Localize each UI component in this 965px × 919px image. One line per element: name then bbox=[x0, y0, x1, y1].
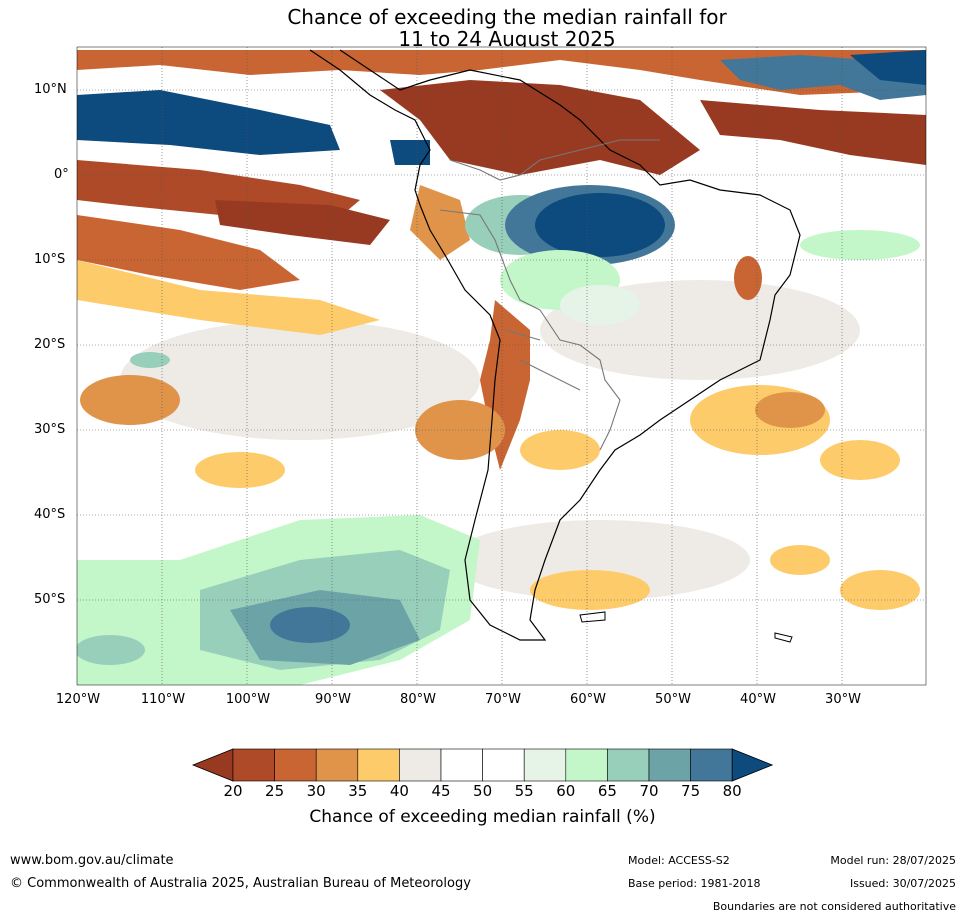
colorbar-tick-label: 35 bbox=[348, 782, 368, 800]
lat-label: 50°S bbox=[34, 592, 66, 607]
colorbar-tick-label: 20 bbox=[223, 782, 243, 800]
lon-label: 70°W bbox=[485, 692, 521, 707]
colorbar-swatch bbox=[399, 748, 442, 782]
footer-site: www.bom.gov.au/climate bbox=[10, 853, 174, 868]
lon-label: 60°W bbox=[570, 692, 606, 707]
colorbar-over-triangle bbox=[731, 748, 774, 782]
colorbar-swatch bbox=[232, 748, 275, 782]
coastline bbox=[309, 49, 801, 641]
colorbar-tick-label: 45 bbox=[431, 782, 451, 800]
colorbar-swatch bbox=[523, 748, 567, 782]
footer-boundaries: Boundaries are not considered authoritat… bbox=[712, 900, 956, 913]
lat-label: 20°S bbox=[34, 337, 66, 352]
map-field bbox=[77, 47, 926, 685]
colorbar bbox=[191, 748, 774, 782]
colorbar-tick-label: 80 bbox=[722, 782, 742, 800]
colorbar-under-triangle bbox=[191, 748, 234, 782]
colorbar-swatch bbox=[357, 748, 400, 782]
colorbar-swatch bbox=[315, 748, 359, 782]
colorbar-tick-label: 75 bbox=[681, 782, 701, 800]
footer-model-run: Model run: 28/07/2025 bbox=[830, 854, 956, 867]
colorbar-swatch bbox=[482, 748, 525, 782]
lat-label: 10°N bbox=[34, 82, 67, 97]
rainfall-map bbox=[76, 46, 927, 686]
lon-label: 30°W bbox=[825, 692, 861, 707]
lat-label: 10°S bbox=[34, 252, 66, 267]
footer-base-period: Base period: 1981-2018 bbox=[628, 877, 761, 890]
lon-label: 80°W bbox=[400, 692, 436, 707]
country-borders bbox=[439, 139, 660, 451]
colorbar-tick-label: 60 bbox=[556, 782, 576, 800]
footer-model: Model: ACCESS-S2 bbox=[628, 854, 730, 867]
colorbar-swatch bbox=[607, 748, 650, 782]
colorbar-swatch bbox=[648, 748, 691, 782]
colorbar-tick-label: 70 bbox=[639, 782, 659, 800]
lat-label: 30°S bbox=[34, 422, 66, 437]
colorbar-tick-label: 40 bbox=[389, 782, 409, 800]
lat-label: 0° bbox=[54, 167, 69, 182]
colorbar-swatch bbox=[690, 748, 733, 782]
colorbar-swatch bbox=[440, 748, 483, 782]
footer-issued: Issued: 30/07/2025 bbox=[849, 877, 956, 890]
footer-copyright: © Commonwealth of Australia 2025, Austra… bbox=[10, 876, 471, 891]
map-title-line1: Chance of exceeding the median rainfall … bbox=[287, 5, 727, 29]
lat-label: 40°S bbox=[34, 507, 66, 522]
lon-label: 90°W bbox=[315, 692, 351, 707]
colorbar-tick-label: 55 bbox=[514, 782, 534, 800]
colorbar-tick-label: 25 bbox=[265, 782, 285, 800]
colorbar-title: Chance of exceeding median rainfall (%) bbox=[309, 807, 656, 827]
colorbar-swatch bbox=[274, 748, 317, 782]
lon-label: 110°W bbox=[140, 692, 186, 707]
colorbar-tick-label: 65 bbox=[597, 782, 617, 800]
colorbar-swatch bbox=[565, 748, 608, 782]
colorbar-tick-label: 50 bbox=[473, 782, 493, 800]
lon-label: 120°W bbox=[55, 692, 101, 707]
lon-label: 40°W bbox=[740, 692, 776, 707]
colorbar-tick-label: 30 bbox=[306, 782, 326, 800]
lon-label: 100°W bbox=[225, 692, 271, 707]
lon-label: 50°W bbox=[655, 692, 691, 707]
